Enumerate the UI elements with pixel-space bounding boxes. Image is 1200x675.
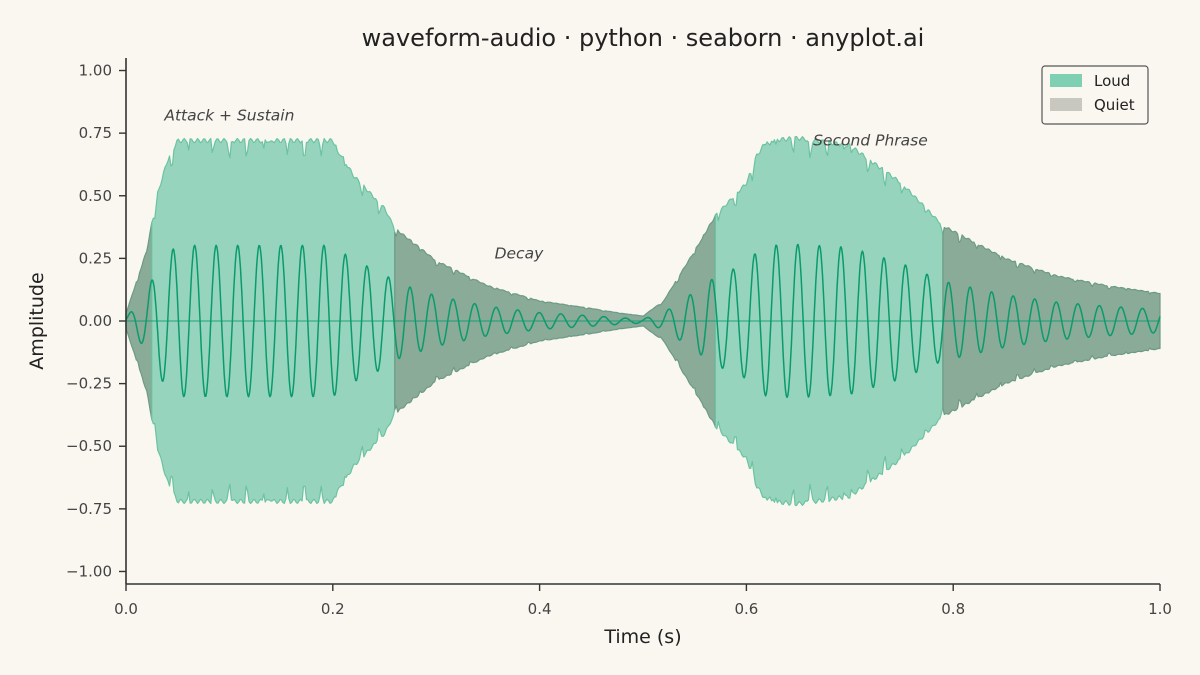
chart-title: waveform-audio · python · seaborn · anyp… — [362, 24, 925, 52]
y-tick-label: −1.00 — [66, 562, 112, 580]
y-tick-label: 0.00 — [79, 312, 112, 330]
plot-area — [125, 135, 1161, 507]
axes: 0.0 0.2 0.4 0.6 0.8 1.0 −1.00 −0.75 −0.50 −0.25 0.… — [66, 58, 1172, 618]
annotation-label: Second Phrase — [813, 132, 928, 150]
legend-swatch-quiet — [1050, 98, 1082, 111]
legend-label-loud: Loud — [1094, 72, 1130, 90]
y-tick-label: −0.25 — [66, 375, 112, 393]
y-tick-label: 0.75 — [79, 124, 112, 142]
x-tick-label: 0.4 — [528, 600, 552, 618]
x-tick-label: 0.2 — [321, 600, 345, 618]
waveform-line — [125, 243, 1161, 399]
y-axis-label: Amplitude — [26, 272, 48, 369]
x-tick-label: 0.0 — [114, 600, 138, 618]
y-tick-label: 0.50 — [79, 187, 112, 205]
y-tick-label: 1.00 — [79, 62, 112, 80]
annotation-label: Decay — [495, 244, 544, 262]
x-tick-label: 0.8 — [941, 600, 965, 618]
x-tick-label: 1.0 — [1148, 600, 1172, 618]
annotation-label: Attack + Sustain — [163, 107, 294, 125]
y-tick-label: −0.50 — [66, 437, 112, 455]
annotations: Attack + Sustain Decay Second Phrase — [163, 107, 927, 263]
x-tick-label: 0.6 — [734, 600, 758, 618]
y-tick-label: 0.25 — [79, 249, 112, 267]
legend: Loud Quiet — [1041, 65, 1149, 125]
x-axis-label: Time (s) — [603, 626, 681, 648]
legend-swatch-loud — [1050, 74, 1082, 87]
legend-label-quiet: Quiet — [1094, 96, 1135, 114]
y-tick-label: −0.75 — [66, 500, 112, 518]
